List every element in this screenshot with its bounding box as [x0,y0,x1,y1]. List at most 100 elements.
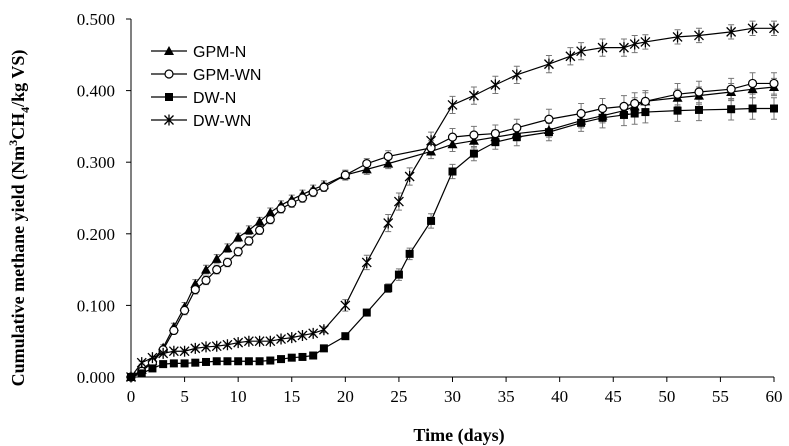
data-point-dw-wn [168,345,179,357]
data-point-dw-n [298,352,307,361]
data-point-gpm-wn [362,159,372,169]
x-tick-label: 55 [712,387,729,406]
data-point-dw-n [544,128,553,137]
data-point-gpm-wn [319,182,329,192]
y-axis-title-part: /kg VS) [8,50,29,108]
x-tick-label: 5 [180,387,189,406]
data-point-gpm-wn [597,103,608,114]
data-point-gpm-wn [287,198,297,208]
data-point-dw-wn [340,299,351,311]
legend-label: DW-N [193,90,236,107]
data-point-dw-wn [383,217,394,229]
series-markers [126,22,779,383]
data-point-dw-wn [565,50,576,62]
data-point-gpm-wn [169,325,179,336]
data-point-gpm-wn [469,130,479,140]
data-point-dw-n [770,104,778,113]
data-point-gpm-wn [576,108,586,119]
x-tick-label: 60 [766,387,783,406]
data-point-dw-wn [201,341,211,353]
data-point-dw-n [180,359,189,368]
legend-item-dw-n: DW-N [151,90,236,107]
data-point-dw-wn [308,327,319,339]
x-tick-label: 50 [658,387,675,406]
data-point-dw-wn [147,352,158,364]
data-point-dw-n [448,167,457,176]
data-point-dw-wn [222,339,233,351]
y-axis-title-superscript: 3 [6,140,20,146]
data-point-gpm-wn [212,265,222,275]
data-point-gpm-n [361,164,372,174]
data-point-dw-wn [233,337,244,349]
y-axis-title: Cumulative methane yield (Nm3CH4/kg VS) [6,50,32,387]
data-point-dw-wn [136,357,147,369]
data-point-dw-n [341,332,350,341]
data-point-gpm-wn [512,123,522,133]
data-point-gpm-wn [383,151,393,162]
data-point-dw-n [287,353,296,362]
data-point-gpm-wn [340,170,350,180]
data-point-dw-wn [769,22,779,34]
data-point-dw-n [619,110,628,119]
data-point-gpm-wn [447,132,458,142]
data-point-gpm-n [233,232,244,242]
x-tick-label: 15 [283,387,300,406]
data-point-dw-n [598,113,607,122]
y-tick-label: 0.500 [77,10,115,29]
data-point-dw-wn [361,256,372,268]
data-point-gpm-n [222,243,233,253]
data-point-gpm-wn [544,114,554,124]
x-tick-label: 35 [498,387,515,406]
legend-label: GPM-N [193,44,246,61]
data-point-dw-wn [297,329,308,341]
data-point-dw-n [169,359,178,368]
data-point-gpm-n [211,253,222,263]
data-point-dw-n [630,109,639,118]
data-point-dw-wn [619,42,629,54]
data-point-dw-n [673,106,682,115]
data-point-gpm-wn [276,204,286,214]
data-point-dw-wn [211,340,222,352]
y-tick-label: 0.000 [77,368,115,387]
data-point-gpm-wn [672,89,683,99]
x-tick-label: 10 [230,387,247,406]
data-point-dw-n [212,357,221,366]
data-point-dw-wn [393,196,404,208]
y-tick-label: 0.100 [77,296,115,315]
data-point-gpm-wn [244,236,254,246]
data-point-gpm-n [265,207,276,217]
y-axis-ticks: 0.000 0.100 0.200 0.300 0.400 0.500 [77,10,131,387]
data-point-gpm-wn [490,128,500,139]
data-point-dw-n [405,249,414,258]
data-point-dw-n [362,308,371,317]
legend-marker-gpm-n [164,46,174,55]
data-point-dw-wn [511,69,522,81]
legend-label: GPM-WN [193,67,261,84]
data-point-dw-wn [694,29,704,41]
data-point-gpm-wn [255,225,265,235]
legend-marker-dw-n [165,93,173,101]
data-point-dw-n [512,133,521,142]
data-point-gpm-wn [190,285,200,295]
data-point-gpm-wn [747,78,758,89]
data-point-gpm-wn [201,275,211,285]
y-tick-label: 0.200 [77,225,115,244]
data-point-gpm-wn [619,101,629,111]
data-point-dw-n [394,270,403,279]
data-point-dw-wn [597,42,608,54]
data-point-dw-wn [179,345,190,357]
data-point-dw-n [384,284,393,293]
data-point-gpm-n [468,135,479,145]
legend: GPM-N GPM-WN DW-N DW-WN [151,44,261,130]
data-point-dw-n [309,351,318,360]
data-point-dw-n [234,357,243,366]
data-point-dw-wn [640,36,651,48]
data-point-dw-wn [468,90,479,102]
data-point-dw-n [641,108,650,117]
data-point-gpm-wn [233,247,243,257]
data-point-dw-n [491,138,500,147]
x-axis-ticks: 0 5 10 15 20 25 30 35 40 45 50 55 60 [127,377,783,406]
data-point-dw-n [148,364,157,373]
data-point-gpm-wn [308,187,318,197]
